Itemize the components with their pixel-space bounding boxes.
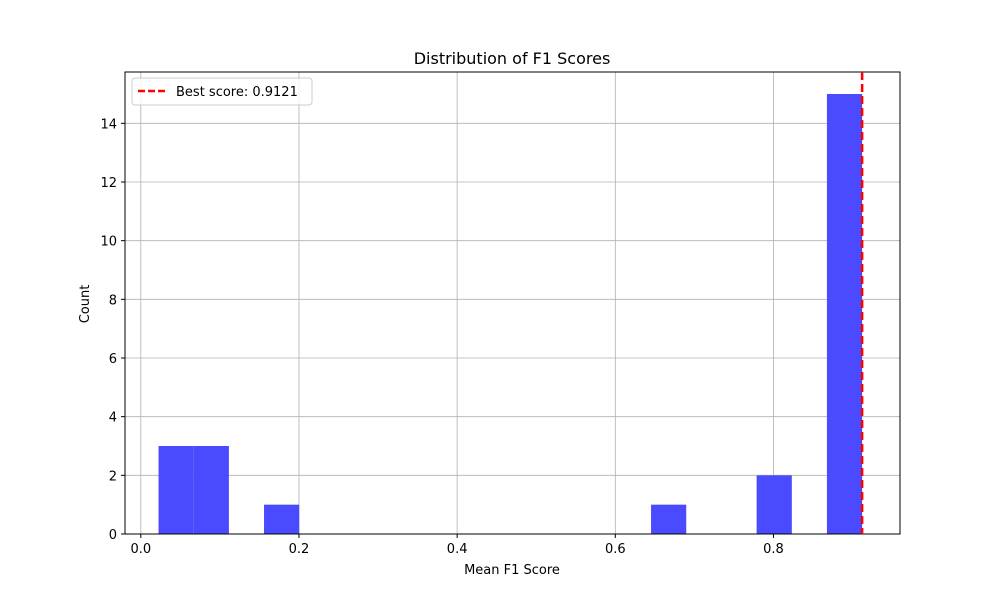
x-axis-label: Mean F1 Score (464, 563, 560, 578)
histogram-bar (651, 504, 687, 534)
legend-label: Best score: 0.9121 (176, 85, 298, 100)
tick-marks: 0.0 0.2 0.4 0.6 0.8 0 2 4 6 8 10 12 14 (100, 117, 783, 557)
y-tick-label: 12 (100, 176, 117, 191)
x-tick-label: 0.8 (763, 542, 784, 557)
x-tick-label: 0.4 (447, 542, 468, 557)
axes-frame (124, 71, 901, 535)
plot-frame (124, 71, 901, 535)
legend: Best score: 0.9121 (131, 77, 313, 106)
y-axis-label: Count (78, 285, 93, 324)
grid-lines (125, 72, 900, 535)
histogram-bar (756, 475, 792, 534)
chart-title: Distribution of F1 Scores (414, 49, 611, 68)
histogram-bar (826, 94, 863, 534)
histogram-bars (158, 94, 863, 534)
y-tick-label: 4 (109, 411, 117, 426)
legend-box (131, 77, 313, 106)
y-tick-label: 0 (109, 528, 117, 543)
histogram-bar (158, 446, 194, 534)
y-tick-label: 8 (109, 293, 117, 308)
y-tick-label: 6 (109, 352, 117, 367)
x-tick-label: 0.0 (130, 542, 151, 557)
histogram-bar (193, 446, 229, 534)
y-tick-label: 10 (100, 235, 117, 250)
histogram-bar (264, 504, 300, 534)
y-tick-label: 2 (109, 469, 117, 484)
x-tick-label: 0.6 (605, 542, 626, 557)
y-tick-label: 14 (100, 117, 117, 132)
x-tick-label: 0.2 (289, 542, 310, 557)
